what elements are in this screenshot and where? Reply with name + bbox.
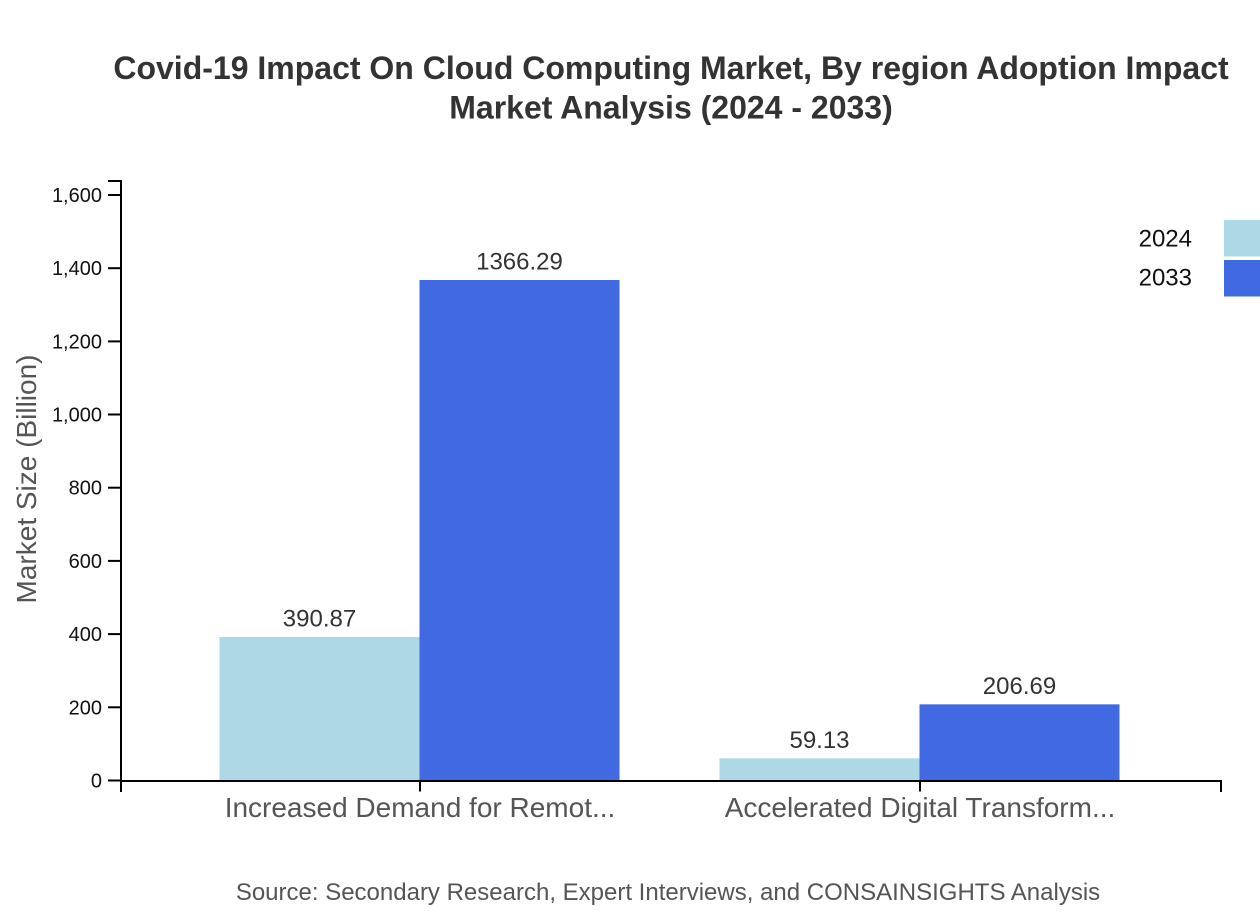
svg-text:206.69: 206.69 bbox=[983, 673, 1056, 700]
svg-text:0: 0 bbox=[91, 771, 102, 793]
svg-text:390.87: 390.87 bbox=[283, 606, 356, 633]
svg-text:Market Size (Billion): Market Size (Billion) bbox=[11, 355, 42, 604]
svg-text:600: 600 bbox=[69, 551, 102, 573]
svg-text:Source: Secondary Research, Ex: Source: Secondary Research, Expert Inter… bbox=[236, 879, 1100, 906]
svg-text:1,600: 1,600 bbox=[52, 185, 102, 207]
svg-text:Increased Demand for Remot...: Increased Demand for Remot... bbox=[225, 792, 616, 823]
svg-text:Market Analysis (2024 - 2033): Market Analysis (2024 - 2033) bbox=[449, 90, 893, 126]
svg-text:1,200: 1,200 bbox=[52, 331, 102, 353]
svg-text:200: 200 bbox=[69, 697, 102, 719]
svg-text:1366.29: 1366.29 bbox=[476, 249, 563, 276]
svg-text:59.13: 59.13 bbox=[789, 727, 849, 754]
svg-text:400: 400 bbox=[69, 624, 102, 646]
svg-text:1,000: 1,000 bbox=[52, 405, 102, 427]
svg-text:2033: 2033 bbox=[1139, 265, 1192, 292]
svg-text:Accelerated Digital Transform.: Accelerated Digital Transform... bbox=[725, 792, 1116, 823]
svg-text:1,400: 1,400 bbox=[52, 258, 102, 280]
svg-text:2024: 2024 bbox=[1139, 226, 1192, 253]
svg-text:800: 800 bbox=[69, 478, 102, 500]
svg-text:Covid-19 Impact On Cloud Compu: Covid-19 Impact On Cloud Computing Marke… bbox=[113, 50, 1229, 86]
